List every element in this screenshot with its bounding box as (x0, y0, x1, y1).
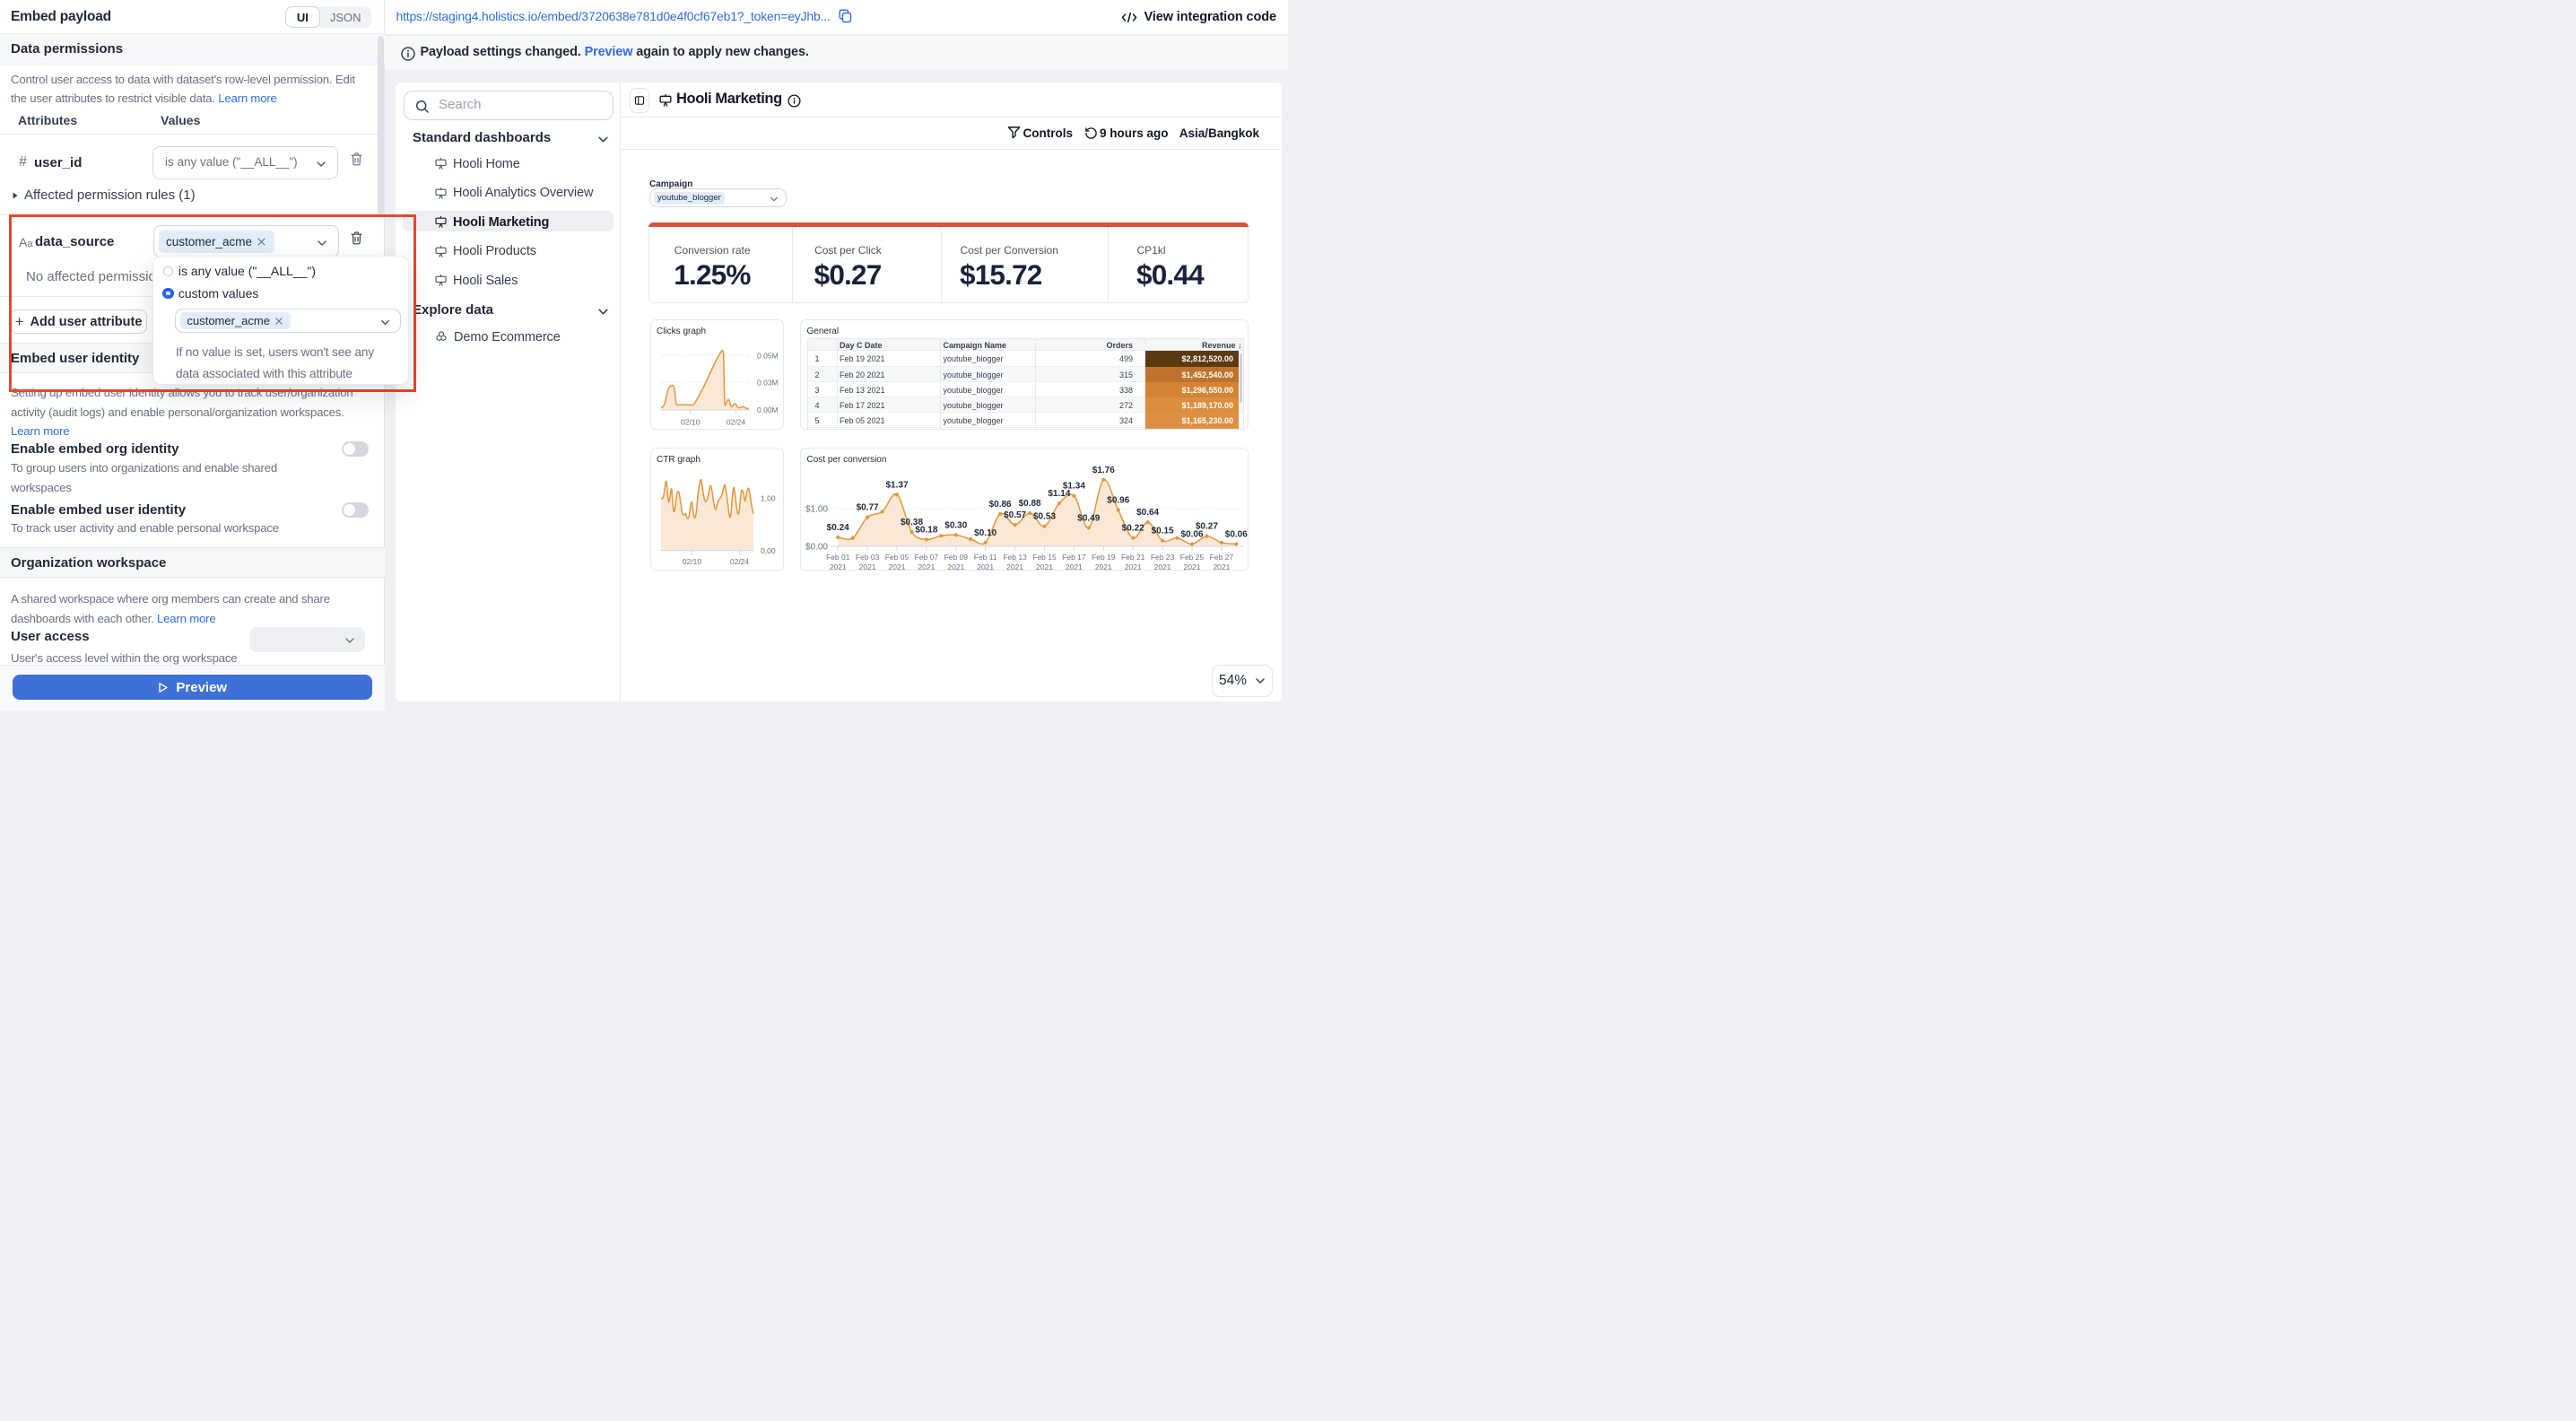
svg-text:Feb 17: Feb 17 (1062, 553, 1086, 562)
svg-text:2021: 2021 (829, 562, 846, 571)
svg-text:2021: 2021 (1213, 562, 1230, 571)
svg-text:2021: 2021 (1036, 562, 1053, 571)
svg-text:0.00M: 0.00M (757, 405, 779, 414)
svg-text:$1.14: $1.14 (1048, 489, 1070, 499)
svg-text:$0.06: $0.06 (1224, 529, 1247, 539)
svg-text:Feb 25: Feb 25 (1179, 553, 1204, 562)
svg-text:Feb 21: Feb 21 (1120, 553, 1144, 562)
svg-text:2021: 2021 (918, 562, 935, 571)
svg-text:Feb 01: Feb 01 (825, 553, 849, 562)
svg-text:$0.30: $0.30 (944, 520, 967, 530)
svg-text:$1.34: $1.34 (1062, 481, 1084, 491)
svg-text:$1.00: $1.00 (805, 504, 827, 514)
svg-text:02/10: 02/10 (681, 418, 701, 427)
svg-text:0.03M: 0.03M (757, 378, 779, 387)
svg-text:2021: 2021 (1183, 562, 1200, 571)
svg-text:$0.10: $0.10 (974, 527, 996, 537)
svg-text:2021: 2021 (947, 562, 964, 571)
svg-text:$0.64: $0.64 (1136, 508, 1159, 518)
svg-text:Feb 09: Feb 09 (944, 553, 968, 562)
svg-text:$0.77: $0.77 (856, 502, 878, 512)
svg-text:Feb 23: Feb 23 (1150, 553, 1174, 562)
svg-text:$0.96: $0.96 (1107, 495, 1129, 505)
svg-text:$1.76: $1.76 (1092, 465, 1114, 475)
svg-text:$0.00: $0.00 (805, 542, 827, 552)
svg-text:02/10: 02/10 (682, 557, 701, 566)
svg-text:Feb 13: Feb 13 (1003, 553, 1027, 562)
svg-text:02/24: 02/24 (729, 557, 749, 566)
svg-text:$0.06: $0.06 (1180, 529, 1203, 539)
svg-text:$0.38: $0.38 (900, 518, 922, 527)
svg-text:2021: 2021 (888, 562, 905, 571)
svg-text:Feb 27: Feb 27 (1209, 553, 1233, 562)
svg-text:$0.53: $0.53 (1032, 511, 1055, 521)
svg-text:$1.37: $1.37 (885, 480, 908, 490)
svg-text:Feb 07: Feb 07 (914, 553, 938, 562)
svg-text:Feb 19: Feb 19 (1092, 553, 1116, 562)
svg-text:Feb 15: Feb 15 (1032, 553, 1057, 562)
svg-text:Feb 03: Feb 03 (855, 553, 879, 562)
svg-text:$0.22: $0.22 (1121, 523, 1144, 533)
svg-text:$0.18: $0.18 (915, 525, 937, 535)
svg-text:2021: 2021 (1124, 562, 1141, 571)
svg-text:1,00: 1,00 (761, 493, 776, 502)
svg-text:$0.27: $0.27 (1195, 521, 1217, 531)
svg-text:Feb 05: Feb 05 (884, 553, 909, 562)
svg-text:2021: 2021 (1006, 562, 1023, 571)
svg-text:02/24: 02/24 (726, 418, 745, 427)
svg-text:2021: 2021 (977, 562, 994, 571)
svg-text:$0.88: $0.88 (1018, 499, 1040, 509)
svg-text:2021: 2021 (1153, 562, 1171, 571)
svg-text:$0.57: $0.57 (1004, 510, 1026, 520)
svg-text:2021: 2021 (1094, 562, 1111, 571)
svg-text:0,00: 0,00 (761, 546, 776, 555)
svg-text:$0.49: $0.49 (1077, 513, 1100, 523)
svg-text:$0.15: $0.15 (1151, 526, 1173, 536)
svg-text:2021: 2021 (858, 562, 875, 571)
svg-text:$0.86: $0.86 (988, 499, 1011, 509)
svg-text:2021: 2021 (1065, 562, 1082, 571)
svg-text:$0.24: $0.24 (826, 522, 849, 532)
svg-text:0.05M: 0.05M (757, 351, 779, 360)
svg-text:Feb 11: Feb 11 (973, 553, 996, 562)
